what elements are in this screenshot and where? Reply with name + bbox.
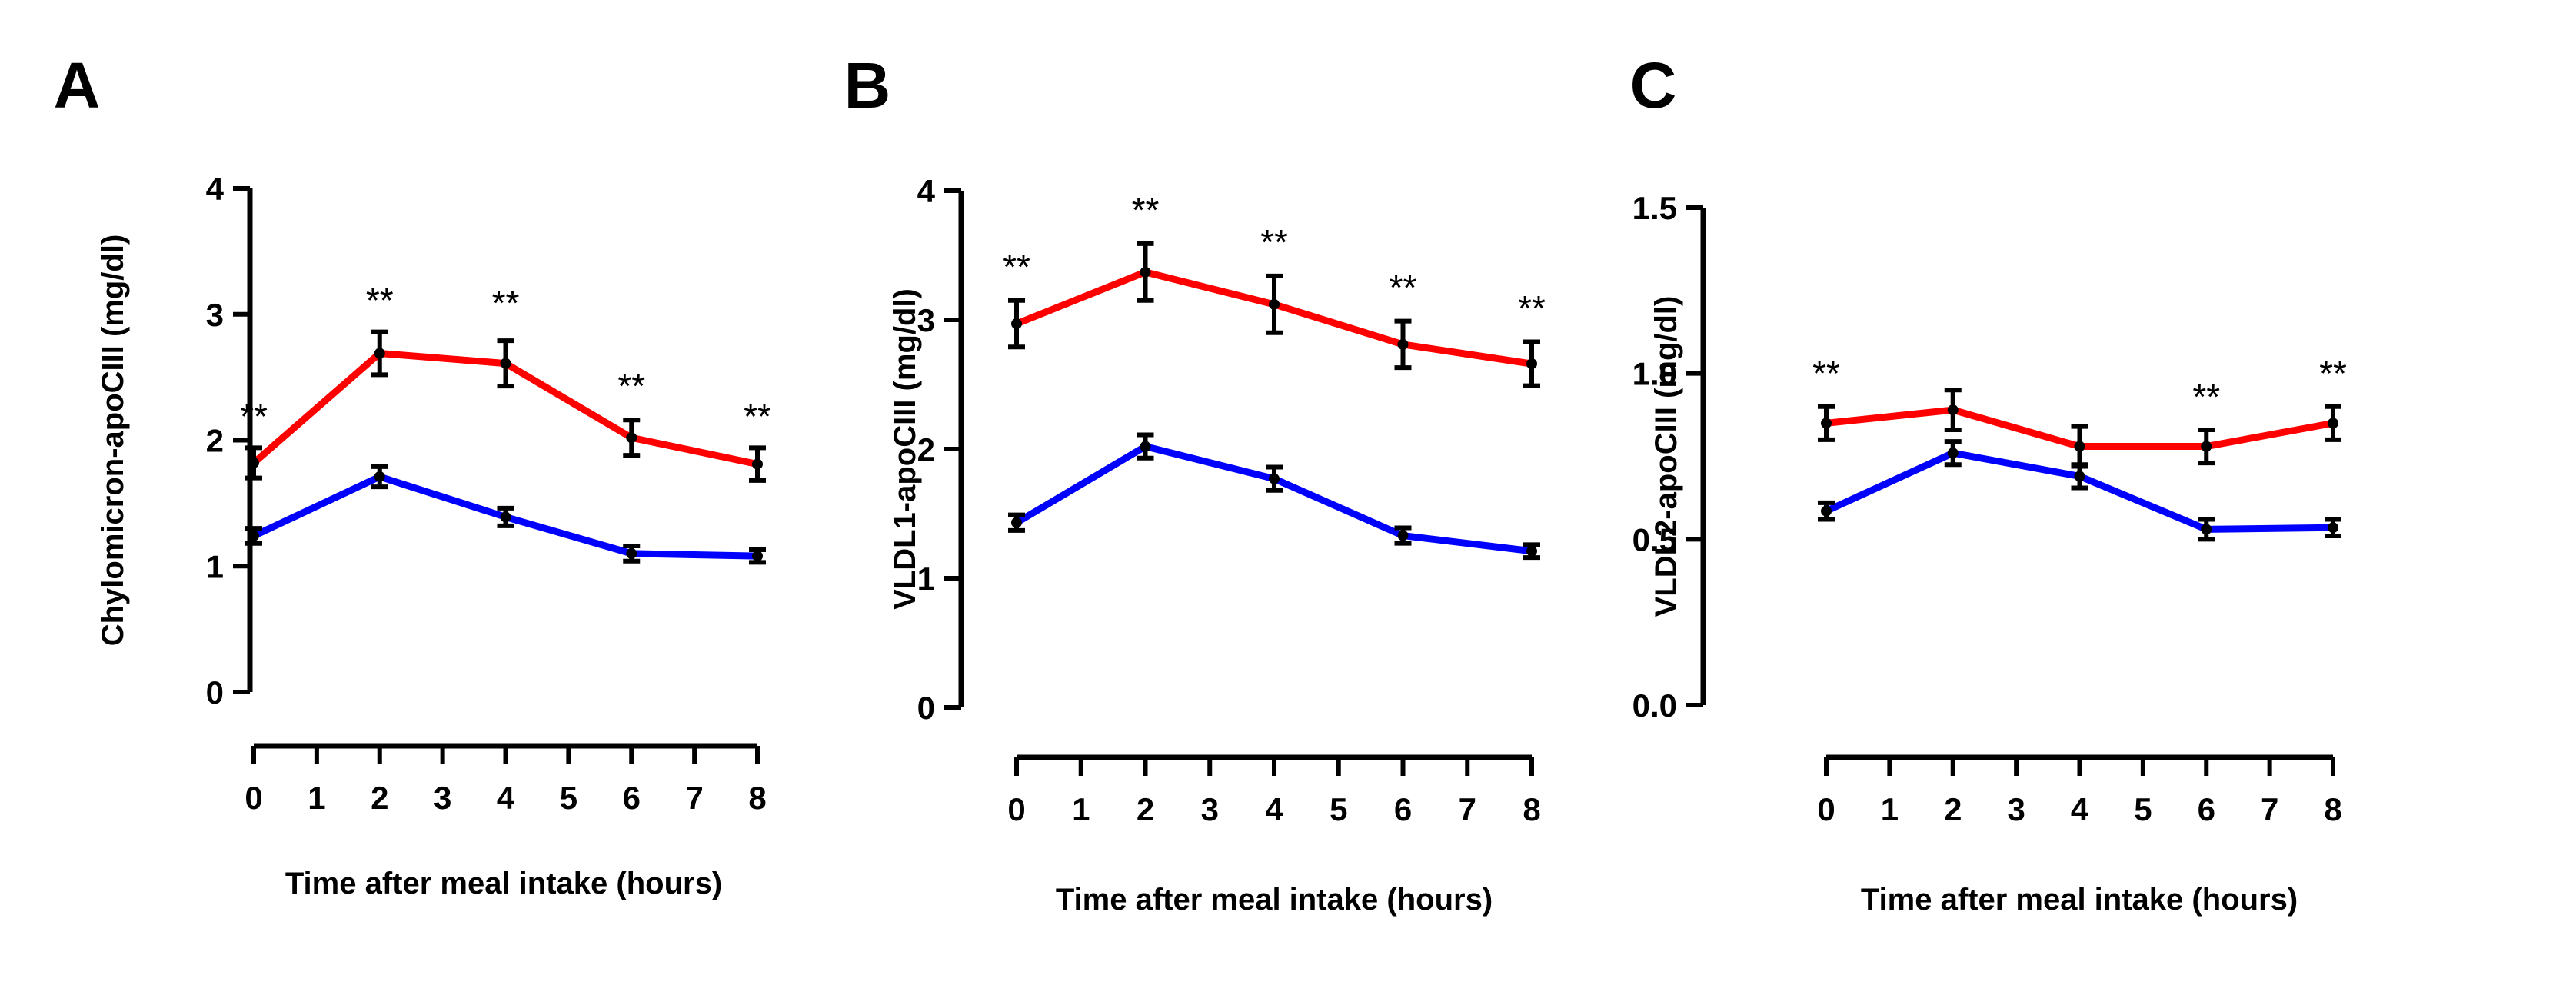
x-tick-label: 1	[1072, 791, 1090, 827]
data-point-blue	[1526, 545, 1537, 557]
x-tick-label: 0	[1007, 791, 1025, 827]
data-point-blue	[374, 471, 385, 482]
data-point-red	[2201, 441, 2212, 452]
data-point-blue	[2074, 471, 2085, 482]
data-point-blue	[1397, 530, 1409, 541]
data-point-blue	[1011, 517, 1022, 528]
y-tick-label: 3	[917, 302, 935, 338]
data-point-red	[626, 432, 637, 444]
y-axis-title: Chylomicron-apoCIII (mg/dl)	[96, 235, 130, 647]
x-tick-label: 5	[560, 780, 577, 816]
x-tick-label: 3	[1201, 791, 1219, 827]
y-tick-label: 2	[206, 423, 224, 459]
data-point-red	[1821, 418, 1832, 429]
significance-label: **	[1260, 222, 1288, 262]
y-tick-label: 3	[206, 297, 224, 333]
data-point-blue	[2201, 524, 2212, 535]
data-point-blue	[626, 547, 637, 559]
x-tick-label: 2	[1137, 791, 1154, 827]
data-point-blue	[248, 530, 259, 541]
x-tick-label: 1	[308, 780, 325, 816]
data-point-red	[2328, 418, 2338, 429]
significance-label: **	[240, 396, 268, 436]
data-point-blue	[1947, 448, 1959, 459]
significance-label: **	[744, 396, 771, 436]
data-point-blue	[1821, 505, 1832, 517]
data-point-red	[752, 458, 763, 470]
x-axis-title: Time after meal intake (hours)	[1861, 883, 2298, 917]
x-tick-label: 3	[434, 780, 451, 816]
y-tick-label: 2	[917, 431, 935, 468]
significance-label: **	[617, 366, 645, 406]
y-tick-label: 4	[206, 171, 225, 207]
significance-label: **	[492, 283, 520, 323]
x-tick-label: 6	[623, 780, 641, 816]
significance-label: **	[1003, 247, 1030, 287]
data-point-red	[1947, 404, 1959, 416]
data-point-red	[2074, 441, 2085, 452]
significance-label: **	[366, 281, 394, 321]
y-tick-label: 1.5	[1632, 190, 1677, 226]
y-tick-label: 1.0	[1632, 356, 1677, 392]
x-axis-title: Time after meal intake (hours)	[1056, 883, 1493, 917]
significance-label: **	[1518, 288, 1546, 328]
data-point-red	[1526, 358, 1537, 370]
series-line-blue	[1014, 443, 1533, 555]
chart-panel-b: B 0 1 2 3 4 VLDL1-apoCIII (mg/dl) 0 1 2 3 4 5 6 7 8 Time…	[844, 49, 1546, 917]
x-tick-label: 0	[245, 780, 262, 816]
x-tick-label: 1	[1881, 791, 1899, 827]
x-tick-label: 7	[1459, 791, 1476, 827]
data-point-blue	[1140, 441, 1151, 452]
x-tick-label: 6	[2198, 791, 2215, 827]
data-point-red	[1397, 338, 1409, 350]
y-axis-title: VLDL2-apoCIII (mg/dl)	[1649, 296, 1683, 617]
x-tick-label: 2	[371, 780, 388, 816]
data-point-red	[1011, 318, 1022, 330]
x-tick-label: 0	[1817, 791, 1835, 827]
y-tick-label: 0.0	[1632, 687, 1677, 724]
panel-letter: C	[1630, 49, 1677, 121]
data-point-red	[1140, 266, 1151, 278]
y-tick-label: 0	[206, 674, 224, 710]
panel-letter: A	[54, 49, 101, 121]
y-tick-label: 4	[917, 173, 936, 209]
significance-label: **	[1132, 190, 1160, 230]
data-point-blue	[2328, 522, 2338, 534]
x-axis-title: Time after meal intake (hours)	[285, 867, 722, 900]
data-point-red	[1269, 298, 1280, 310]
significance-label: **	[2192, 377, 2220, 417]
chart-panel-a: A 0 1 2 3 4 Chylomicron-apoCIII (mg/dl) 0 1 2 3 4 5 6…	[54, 49, 771, 900]
x-tick-label: 8	[748, 780, 766, 816]
data-point-red	[248, 457, 259, 468]
x-tick-label: 8	[1523, 791, 1540, 827]
x-tick-label: 4	[2071, 791, 2089, 827]
x-tick-label: 2	[1944, 791, 1962, 827]
chart-panel-c: C 0.0 0.5 1.0 1.5 VLDL2-apoCIII (mg/dl) 0 1 2 3 4 5…	[1630, 49, 2347, 917]
data-point-blue	[500, 511, 511, 523]
x-tick-label: 4	[497, 780, 515, 816]
data-point-blue	[752, 551, 763, 562]
y-tick-label: 0.5	[1632, 521, 1677, 557]
data-point-red	[374, 348, 385, 359]
x-tick-label: 6	[1394, 791, 1412, 827]
x-tick-label: 7	[685, 780, 703, 816]
data-point-red	[500, 358, 511, 369]
x-tick-label: 5	[1330, 791, 1347, 827]
x-tick-label: 4	[1265, 791, 1283, 827]
y-tick-label: 1	[206, 548, 224, 584]
y-axis-title: VLDL1-apoCIII (mg/dl)	[888, 288, 922, 610]
x-tick-label: 8	[2324, 791, 2341, 827]
x-tick-label: 5	[2134, 791, 2152, 827]
significance-label: **	[1812, 354, 1840, 394]
significance-label: **	[2319, 354, 2347, 394]
x-tick-label: 3	[2007, 791, 2025, 827]
x-tick-label: 7	[2261, 791, 2278, 827]
y-tick-label: 1	[917, 561, 935, 597]
data-point-blue	[1269, 473, 1280, 484]
significance-label: **	[1390, 268, 1417, 308]
y-tick-label: 0	[917, 690, 935, 726]
panel-letter: B	[844, 49, 891, 121]
